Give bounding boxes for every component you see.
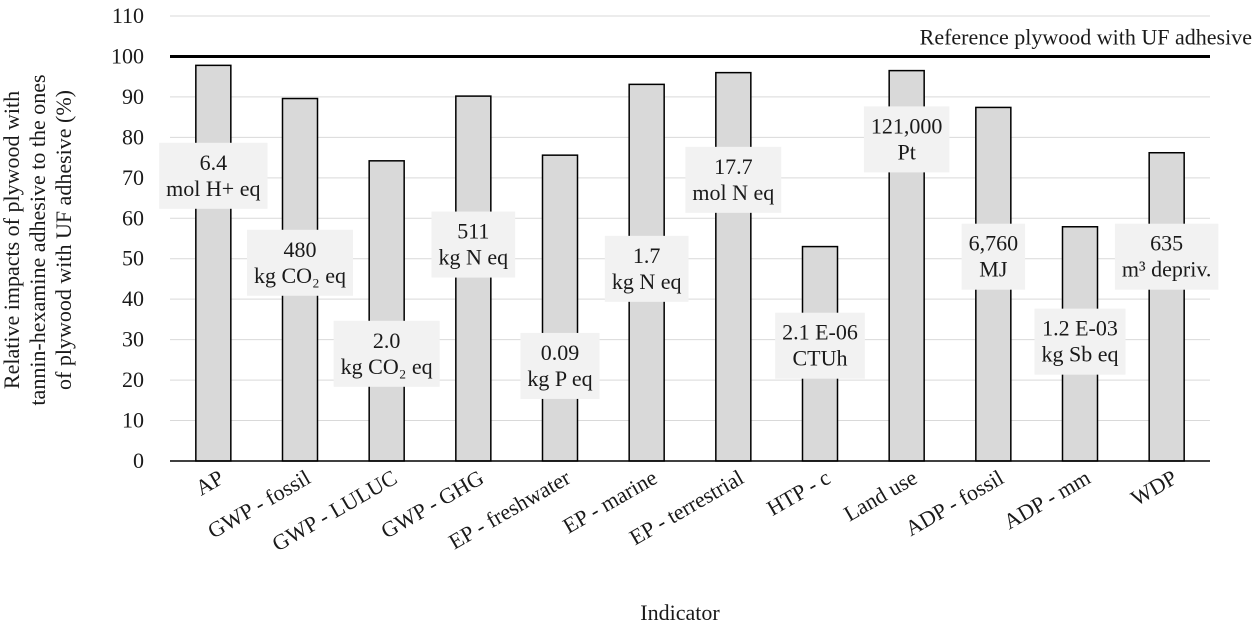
x-tick-label: ADP - fossil <box>901 465 1008 541</box>
annotation-unit: MJ <box>979 257 1008 282</box>
y-tick-label: 110 <box>112 3 144 28</box>
y-axis-title: Relative impacts of plywood withtannin-h… <box>0 74 76 405</box>
reference-line-group: Reference plywood with UF adhesive <box>170 24 1252 58</box>
x-tick-label: HTP - c <box>762 465 834 521</box>
annotation-unit: kg Sb eq <box>1042 342 1119 367</box>
x-tick-label: AP <box>191 465 228 501</box>
y-tick-label: 80 <box>122 124 144 149</box>
annotation-value: 2.0 <box>373 328 401 353</box>
annotation-box <box>333 320 440 387</box>
annotation-unit: kg N eq <box>439 245 509 270</box>
y-tick-label: 30 <box>122 327 144 352</box>
annotation-box <box>159 142 268 209</box>
annotation-unit: m³ depriv. <box>1122 257 1211 282</box>
bar-gwp-luluc <box>368 160 405 462</box>
annotation-value: 6.4 <box>200 150 228 175</box>
annotation-box <box>431 211 516 278</box>
y-tick-label: 10 <box>122 408 144 433</box>
annotation-value: 511 <box>457 219 489 244</box>
y-tick-label: 70 <box>122 165 144 190</box>
reference-label: Reference plywood with UF adhesive <box>920 24 1252 49</box>
y-tick-label: 90 <box>122 84 144 109</box>
annotation-value: 6,760 <box>969 231 1019 256</box>
annotation-unit: Pt <box>897 139 915 164</box>
bar-ep-terrestrial <box>715 71 752 462</box>
annotation-box <box>1034 308 1126 375</box>
x-tick-label: WDP <box>1126 465 1181 511</box>
bar-gwp-ghg <box>455 95 492 462</box>
annotation-box <box>520 332 600 399</box>
y-tick-label: 0 <box>133 448 144 473</box>
annotation-value: 1.7 <box>633 243 661 268</box>
annotation-unit: kg P eq <box>527 366 592 391</box>
y-axis-title-line: tannin-hexamine adhesive to the ones <box>25 74 50 405</box>
annotation-unit: mol N eq <box>692 180 774 205</box>
y-tick-label: 60 <box>122 205 144 230</box>
annotation-box <box>863 106 950 173</box>
annotation-unit: kg CO₂ eq <box>254 263 346 288</box>
y-tick-label: 50 <box>122 246 144 271</box>
y-tick-labels: 0 10 20 30 40 50 60 70 80 90 100 110 <box>111 3 144 473</box>
annotation-unit: mol H+ eq <box>166 176 260 201</box>
annotation-unit: kg CO₂ eq <box>341 354 433 379</box>
y-tick-label: 40 <box>122 286 144 311</box>
annotation-box <box>961 223 1026 290</box>
bar-ap <box>195 64 232 462</box>
annotation-box <box>775 312 865 379</box>
annotation-box <box>604 235 689 302</box>
annotation: 2.0kg CO₂ eq <box>333 320 440 387</box>
bar-wdp <box>1148 151 1185 462</box>
y-tick-label: 20 <box>122 367 144 392</box>
bar-ep-freshwater <box>541 154 579 462</box>
y-axis-title-line: of plywood with UF adhesive (%) <box>51 90 76 390</box>
annotation-value: 0.09 <box>541 340 580 365</box>
axis-titles: Indicator Relative impacts of plywood wit… <box>0 74 720 625</box>
annotation: 1.7kg N eq <box>604 235 689 302</box>
x-axis-title: Indicator <box>640 600 720 625</box>
annotation-value: 635 <box>1150 231 1183 256</box>
annotation-box <box>685 146 782 213</box>
annotation-box <box>247 229 353 296</box>
annotation-value: 121,000 <box>871 113 943 138</box>
annotation-unit: kg N eq <box>612 269 682 294</box>
annotation-value: 2.1 E-06 <box>782 320 858 345</box>
x-tick-label: ADP - mm <box>999 465 1094 535</box>
annotation-unit: CTUh <box>793 346 848 371</box>
y-tick-label: 100 <box>111 43 144 68</box>
annotation-value: 1.2 E-03 <box>1042 316 1118 341</box>
annotation-value: 17.7 <box>714 154 753 179</box>
annotation-box <box>1114 223 1219 290</box>
annotation-value: 480 <box>284 237 317 262</box>
y-axis-title-line: Relative impacts of plywood with <box>0 91 24 389</box>
